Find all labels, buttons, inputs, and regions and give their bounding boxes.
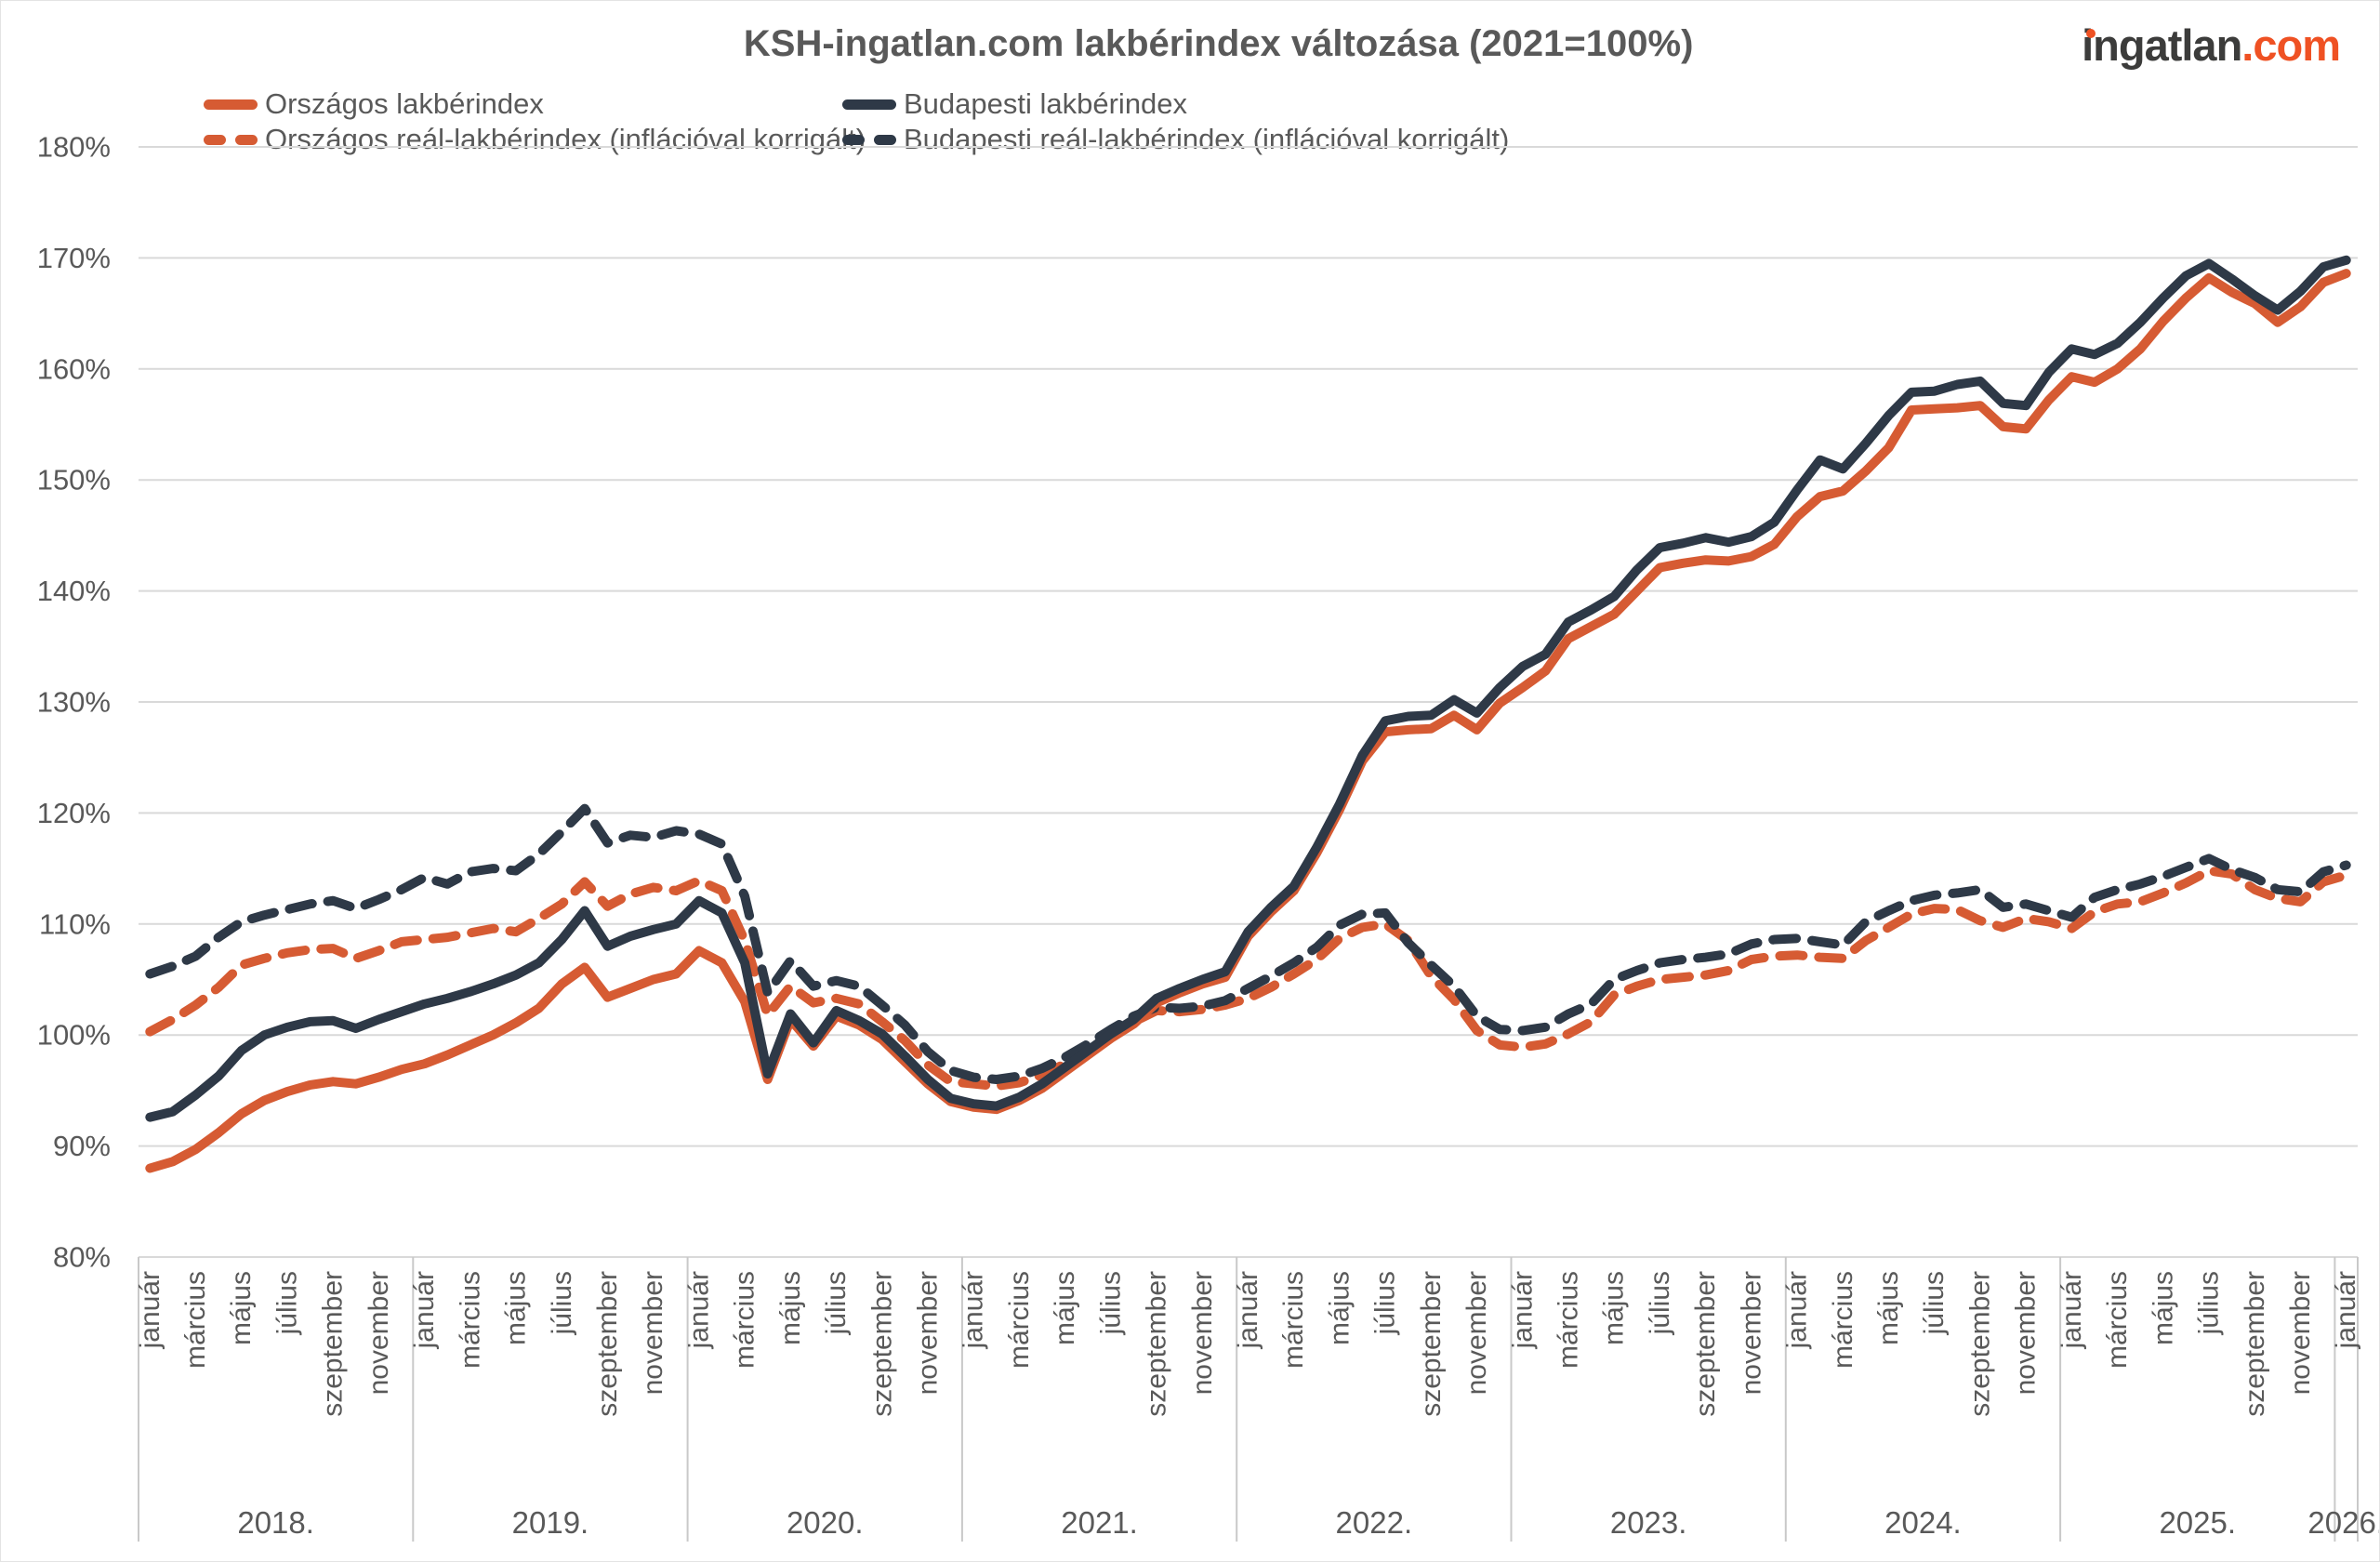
series-line-budapesti-lakb-rindex [145, 255, 2351, 1122]
x-tick-label-month: január [409, 1271, 440, 1349]
y-tick-label: 110% [39, 907, 111, 940]
x-tick-label-month: március [1554, 1271, 1584, 1369]
x-tick-label-month: május [501, 1271, 532, 1345]
legend-item-orszagos-real: Országos reál-lakbérindex (inflációval k… [204, 123, 866, 156]
y-tick-label: 140% [37, 575, 111, 607]
x-tick-label-month: július [1095, 1271, 1126, 1335]
x-tick-label-year: 2024. [1884, 1505, 1962, 1540]
x-tick-label-month: január [2331, 1271, 2361, 1349]
x-tick-label-month: július [821, 1271, 852, 1335]
y-tick-label: 170% [37, 242, 111, 274]
legend-swatch-orszagos-real-icon [204, 134, 258, 145]
x-tick-label-month: március [1828, 1271, 1858, 1369]
x-tick-label-month: január [1782, 1271, 1813, 1349]
x-tick-label-year: 2021. [1061, 1505, 1138, 1540]
legend-item-budapesti: Budapesti lakbérindex [842, 87, 1509, 121]
x-tick-label-month: szeptember [318, 1271, 349, 1417]
x-tick-label-month: január [135, 1271, 165, 1349]
series-line-budapesti-re-l-lakb-rindex-infl-ci-val-korrig-lt- [145, 803, 2351, 1084]
legend-column-right: Budapesti lakbérindex Budapesti reál-lak… [842, 87, 1509, 158]
x-tick-label-month: május [1873, 1271, 1904, 1345]
y-tick-label: 100% [37, 1019, 111, 1052]
legend-label-budapesti: Budapesti lakbérindex [904, 87, 1188, 120]
y-tick-label: 90% [53, 1130, 111, 1162]
x-tick-label-year: 2022. [1336, 1505, 1413, 1540]
legend-label-orszagos-real: Országos reál-lakbérindex (inflációval k… [265, 123, 866, 155]
x-tick-label-month: szeptember [592, 1271, 623, 1417]
x-tick-label-month: március [1278, 1271, 1309, 1369]
x-tick-label-year: 2019. [512, 1505, 589, 1540]
x-tick-label-year: 2018. [237, 1505, 314, 1540]
x-tick-label-year: 2026. [2307, 1505, 2380, 1540]
x-tick-label-month: november [364, 1271, 394, 1395]
x-tick-label-month: szeptember [866, 1271, 897, 1417]
x-tick-label-month: november [1736, 1271, 1766, 1395]
x-tick-label-month: május [1324, 1271, 1355, 1345]
x-tick-label-month: július [547, 1271, 577, 1335]
legend-swatch-orszagos-icon [204, 99, 258, 110]
x-tick-label-month: november [2285, 1271, 2316, 1395]
x-tick-label-month: november [912, 1271, 943, 1395]
y-tick-label: 120% [37, 797, 111, 829]
series-line-orsz-gos-re-l-lakb-rindex-infl-ci-val-korrig-lt- [145, 866, 2351, 1092]
ingatlan-logo: ingatlan .com [2082, 20, 2341, 71]
x-tick-label-month: május [2148, 1271, 2178, 1345]
legend-column-left: Országos lakbérindex Országos reál-lakbé… [204, 87, 866, 158]
x-tick-label-year: 2025. [2159, 1505, 2236, 1540]
x-tick-label-month: július [1370, 1271, 1401, 1335]
legend-swatch-budapesti-real-icon [842, 134, 896, 145]
x-tick-label-month: március [180, 1271, 211, 1369]
x-tick-label-month: január [1233, 1271, 1263, 1349]
x-tick-label-month: március [2102, 1271, 2133, 1369]
x-tick-label-month: május [226, 1271, 257, 1345]
x-tick-label-month: november [1187, 1271, 1218, 1395]
x-tick-label-month: január [683, 1271, 714, 1349]
legend-item-orszagos: Országos lakbérindex [204, 87, 866, 121]
logo-text-ingatlan: ingatlan [2082, 20, 2242, 70]
x-tick-label-month: november [2011, 1271, 2042, 1395]
x-tick-label-month: július [271, 1271, 302, 1335]
x-tick-label-month: november [638, 1271, 668, 1395]
y-tick-label: 150% [37, 464, 111, 496]
x-tick-label-month: január [959, 1271, 989, 1349]
x-tick-label-month: március [455, 1271, 485, 1369]
x-tick-label-month: július [2194, 1271, 2225, 1335]
x-tick-label-month: szeptember [1964, 1271, 1995, 1417]
y-tick-label: 160% [37, 352, 111, 385]
y-tick-label: 80% [53, 1241, 111, 1274]
x-tick-label-month: május [1050, 1271, 1080, 1345]
logo-i-dot-icon [2086, 29, 2096, 38]
legend-swatch-budapesti-icon [842, 99, 896, 110]
y-tick-label: 180% [37, 131, 111, 164]
x-tick-label-year: 2023. [1610, 1505, 1687, 1540]
legend-label-budapesti-real: Budapesti reál-lakbérindex (inflációval … [904, 123, 1510, 155]
x-tick-label-month: szeptember [1690, 1271, 1721, 1417]
x-tick-label-month: szeptember [1416, 1271, 1447, 1417]
x-tick-label-month: július [1919, 1271, 1950, 1335]
chart-title: KSH-ingatlan.com lakbérindex változása (… [743, 23, 1694, 64]
legend-label-orszagos: Országos lakbérindex [265, 87, 544, 120]
x-tick-label-month: szeptember [2240, 1271, 2270, 1417]
x-tick-label-month: január [2056, 1271, 2087, 1349]
x-tick-label-month: január [1507, 1271, 1538, 1349]
y-tick-label: 130% [37, 686, 111, 719]
x-tick-label-month: szeptember [1142, 1271, 1172, 1417]
x-tick-label-month: május [775, 1271, 806, 1345]
x-tick-label-month: március [1004, 1271, 1035, 1369]
x-tick-label-month: november [1461, 1271, 1492, 1395]
x-tick-label-year: 2020. [787, 1505, 864, 1540]
x-tick-label-month: július [1645, 1271, 1675, 1335]
x-tick-label-month: március [730, 1271, 760, 1369]
legend-item-budapesti-real: Budapesti reál-lakbérindex (inflációval … [842, 123, 1509, 156]
x-tick-label-month: május [1599, 1271, 1630, 1345]
logo-text-com: .com [2241, 20, 2341, 70]
